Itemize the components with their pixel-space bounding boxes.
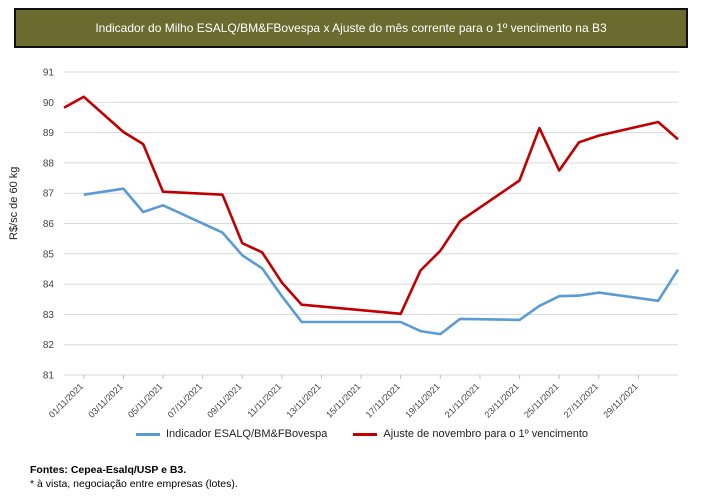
chart-title: Indicador do Milho ESALQ/BM&FBovespa x A… bbox=[14, 8, 688, 48]
x-tick-label: 15/11/2021 bbox=[324, 381, 362, 419]
y-tick-label: 83 bbox=[43, 310, 55, 321]
chart-area: 81 82 83 84 85 86 87 88 89 90 91 01/11/2021 03/11/20… bbox=[0, 52, 702, 462]
x-tick-label: 27/11/2021 bbox=[562, 381, 600, 419]
line-chart: 81 82 83 84 85 86 87 88 89 90 91 01/11/2021 03/11/20… bbox=[43, 68, 680, 420]
x-tick-label: 19/11/2021 bbox=[403, 381, 441, 419]
x-tick-label: 07/11/2021 bbox=[166, 381, 204, 419]
y-tick-label: 87 bbox=[43, 189, 55, 200]
legend-item-ajuste: Ajuste de novembro para o 1º vencimento bbox=[353, 428, 588, 440]
footer-note: * à vista, negociação entre empresas (lo… bbox=[30, 478, 238, 490]
y-tick-label: 82 bbox=[43, 340, 55, 351]
legend: Indicador ESALQ/BM&FBovespa Ajuste de no… bbox=[136, 428, 588, 440]
x-tick-label: 11/11/2021 bbox=[245, 381, 283, 419]
y-tick-label: 86 bbox=[43, 219, 55, 230]
y-axis-label: R$/sc de 60 kg bbox=[8, 166, 20, 240]
y-tick-label: 84 bbox=[43, 280, 55, 291]
x-tick-label: 13/11/2021 bbox=[284, 381, 322, 419]
x-tick-label: 25/11/2021 bbox=[522, 381, 560, 419]
footer: Fontes: Cepea-Esalq/USP e B3. * à vista,… bbox=[30, 463, 238, 491]
y-tick-label: 90 bbox=[43, 98, 55, 109]
x-tick-label: 03/11/2021 bbox=[86, 381, 124, 419]
x-tick-label: 17/11/2021 bbox=[364, 381, 402, 419]
footer-source: Fontes: Cepea-Esalq/USP e B3. bbox=[30, 464, 187, 476]
x-tick-label: 01/11/2021 bbox=[47, 381, 85, 419]
x-tick-label: 05/11/2021 bbox=[126, 381, 164, 419]
legend-swatch-blue bbox=[136, 432, 160, 436]
series-line-ajuste bbox=[63, 95, 679, 316]
x-tick-label: 29/11/2021 bbox=[601, 381, 639, 419]
series-line-indicador bbox=[83, 187, 680, 336]
y-tick-label: 91 bbox=[43, 68, 55, 79]
y-tick-label: 89 bbox=[43, 128, 55, 139]
legend-item-indicador: Indicador ESALQ/BM&FBovespa bbox=[136, 428, 327, 440]
x-tick-label: 09/11/2021 bbox=[205, 381, 243, 419]
legend-label-indicador: Indicador ESALQ/BM&FBovespa bbox=[166, 428, 328, 440]
y-tick-label: 85 bbox=[43, 249, 55, 260]
y-tick-label: 88 bbox=[43, 158, 55, 169]
legend-swatch-red bbox=[353, 432, 378, 436]
x-tick-label: 21/11/2021 bbox=[443, 381, 481, 419]
y-tick-label: 81 bbox=[43, 371, 55, 382]
x-tick-label: 23/11/2021 bbox=[483, 381, 521, 419]
legend-label-ajuste: Ajuste de novembro para o 1º vencimento bbox=[383, 428, 589, 440]
